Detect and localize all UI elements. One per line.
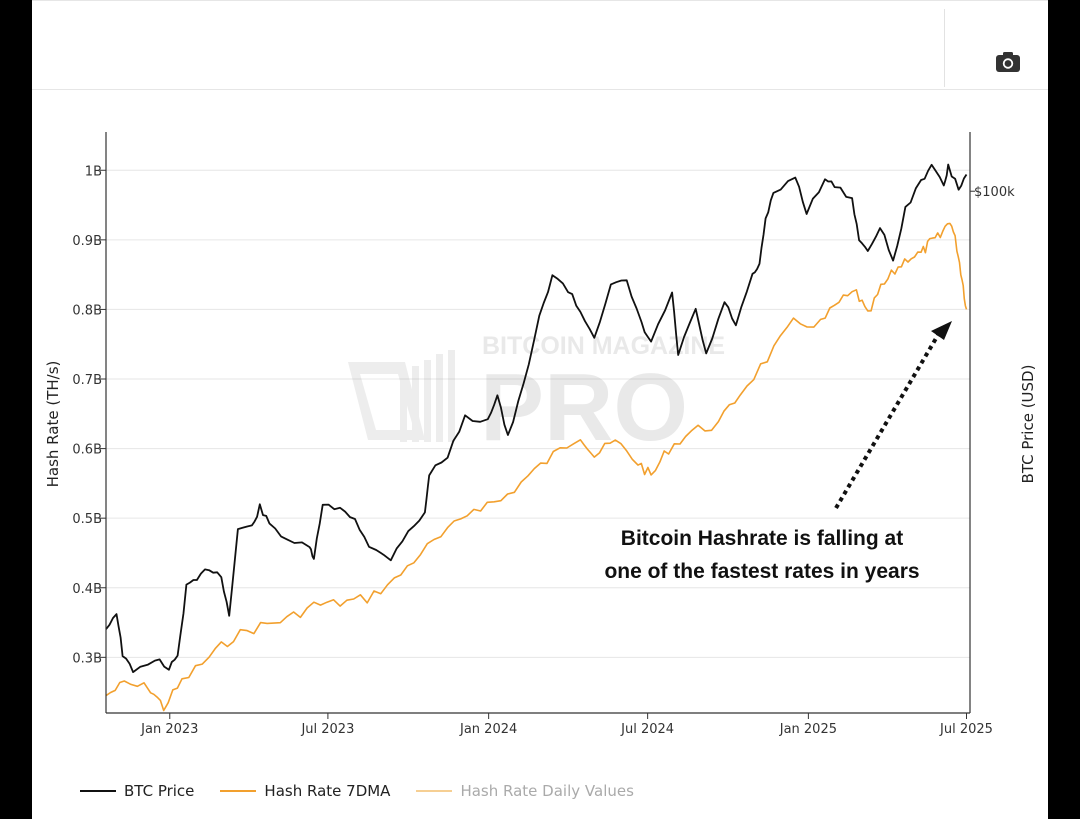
camera-button[interactable] (992, 45, 1024, 77)
watermark: BITCOIN MAGAZINE PRO (348, 332, 725, 461)
annotation: Bitcoin Hashrate is falling at one of th… (604, 321, 952, 583)
legend-swatch-hash-rate-daily (416, 790, 453, 792)
tick-labels: 0.3B 0.4B 0.5B 0.6B 0.7B 0.8B 0.9B 1B $100k Jan 2… (72, 164, 1015, 737)
y-left-tick-label: 0.3B (72, 651, 102, 666)
y-left-tick-label: 0.6B (72, 443, 102, 458)
legend: BTC Price Hash Rate 7DMA Hash Rate Daily… (80, 780, 660, 802)
series-line-btc-price (105, 163, 968, 673)
legend-label-hash-rate-daily: Hash Rate Daily Values (460, 782, 634, 800)
watermark-logo-icon (348, 350, 455, 442)
y-left-tick-label: 0.4B (72, 582, 102, 597)
y-left-tick-label: 0.5B (72, 512, 102, 527)
camera-icon (996, 52, 1020, 72)
legend-swatch-hash-rate-7dma (220, 790, 257, 792)
toolbar-divider (944, 9, 945, 87)
annotation-arrow (834, 333, 940, 510)
x-tick-label: Jan 2023 (140, 722, 198, 737)
grid-lines (106, 169, 970, 658)
x-tick-label: Jan 2024 (459, 722, 517, 737)
annotation-line1: Bitcoin Hashrate is falling at (621, 527, 903, 550)
annotation-line2: one of the fastest rates in years (604, 560, 919, 583)
y-left-tick-label: 1B (85, 164, 102, 179)
legend-item-btc-price[interactable]: BTC Price (80, 782, 194, 800)
y-left-axis-title: Hash Rate (TH/s) (44, 361, 62, 488)
legend-item-hash-rate-daily[interactable]: Hash Rate Daily Values (416, 782, 634, 800)
legend-label-hash-rate-7dma: Hash Rate 7DMA (264, 782, 391, 800)
x-tick-label: Jan 2025 (779, 722, 837, 737)
y-left-tick-label: 0.9B (72, 234, 102, 249)
y-left-tick-label: 0.7B (72, 373, 102, 388)
axes (100, 132, 975, 719)
y-left-tick-label: 0.8B (72, 303, 102, 318)
series-layer (105, 163, 968, 712)
x-tick-label: Jul 2025 (939, 722, 993, 737)
legend-item-hash-rate-7dma[interactable]: Hash Rate 7DMA (220, 782, 390, 800)
y-right-tick-label: $100k (974, 185, 1015, 200)
y-right-axis-title: BTC Price (USD) (1019, 365, 1037, 484)
x-tick-label: Jul 2024 (620, 722, 674, 737)
legend-swatch-btc-price (80, 790, 116, 792)
x-tick-label: Jul 2023 (300, 722, 354, 737)
series-line-hash-rate-7dma (105, 222, 968, 712)
watermark-line2: PRO (480, 354, 688, 461)
chart-card (32, 0, 1048, 819)
chart-toolbar (32, 0, 1048, 90)
legend-label-btc-price: BTC Price (124, 782, 195, 800)
annotation-arrowhead (931, 321, 952, 340)
